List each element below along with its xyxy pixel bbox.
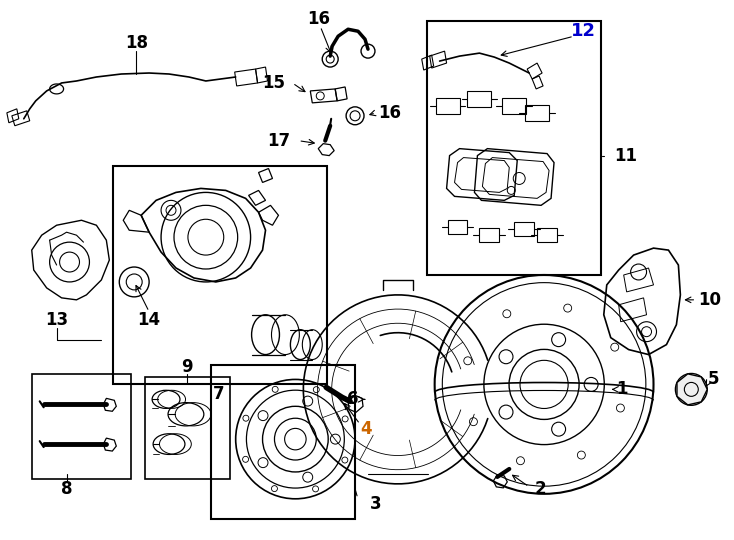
Text: 11: 11 bbox=[614, 146, 636, 165]
Text: 10: 10 bbox=[698, 291, 722, 309]
Bar bbox=[145, 377, 230, 479]
Text: 8: 8 bbox=[61, 480, 73, 498]
Text: 16: 16 bbox=[307, 10, 330, 28]
Text: 16: 16 bbox=[378, 104, 401, 122]
Text: 5: 5 bbox=[708, 370, 720, 388]
Text: 18: 18 bbox=[125, 34, 148, 52]
Text: 4: 4 bbox=[360, 420, 371, 438]
Text: 9: 9 bbox=[181, 359, 193, 376]
Bar bbox=[211, 364, 355, 519]
Text: 2: 2 bbox=[534, 480, 546, 498]
Text: 13: 13 bbox=[45, 310, 68, 329]
Text: 14: 14 bbox=[137, 310, 161, 329]
Text: 17: 17 bbox=[267, 132, 291, 150]
Text: 7: 7 bbox=[213, 386, 225, 403]
Text: 6: 6 bbox=[346, 390, 358, 408]
Bar bbox=[113, 166, 327, 384]
Text: 12: 12 bbox=[571, 22, 597, 40]
Bar bbox=[32, 374, 131, 479]
Polygon shape bbox=[677, 374, 708, 405]
Bar bbox=[426, 21, 601, 275]
Text: 1: 1 bbox=[616, 380, 628, 399]
Text: 3: 3 bbox=[370, 495, 382, 513]
Text: 15: 15 bbox=[263, 74, 286, 92]
